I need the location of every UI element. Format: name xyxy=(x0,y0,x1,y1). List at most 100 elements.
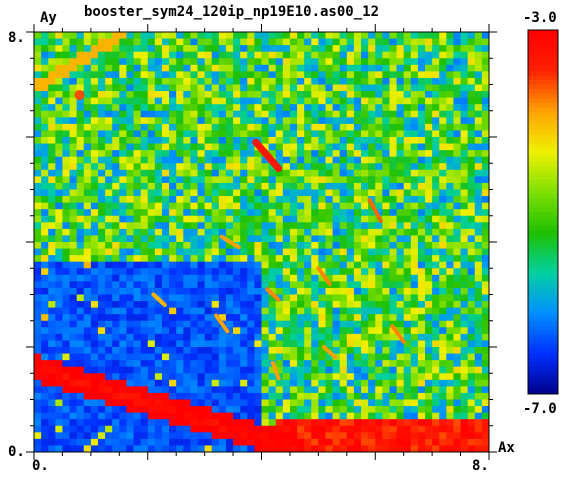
heatmap-cell xyxy=(119,64,127,72)
heatmap-cell xyxy=(375,425,383,433)
heatmap-cell xyxy=(76,32,85,39)
heatmap-cell xyxy=(396,432,405,440)
heatmap-cell xyxy=(268,137,277,144)
heatmap-cell xyxy=(375,71,383,79)
heatmap-cell xyxy=(353,58,362,66)
heatmap-cell xyxy=(261,301,270,309)
heatmap-cell xyxy=(425,425,433,433)
heatmap-cell xyxy=(190,406,198,414)
heatmap-cell xyxy=(147,97,156,105)
heatmap-cell xyxy=(147,406,156,414)
heatmap-cell xyxy=(176,419,184,427)
heatmap-cell xyxy=(225,392,234,400)
heatmap-cell xyxy=(346,327,355,335)
heatmap-cell xyxy=(41,117,49,125)
heatmap-cell xyxy=(183,196,191,204)
heatmap-cell xyxy=(169,84,177,92)
heatmap-cell xyxy=(190,327,198,335)
heatmap-cell xyxy=(183,104,191,112)
heatmap-cell xyxy=(275,333,284,341)
heatmap-cell xyxy=(254,228,262,236)
heatmap-cell xyxy=(389,77,397,85)
heatmap-cell xyxy=(218,104,227,112)
heatmap-cell xyxy=(176,379,184,387)
heatmap-cell xyxy=(133,71,142,79)
heatmap-cell xyxy=(105,301,113,309)
heatmap-cell xyxy=(311,215,319,223)
heatmap-cell xyxy=(90,32,99,39)
heatmap-cell xyxy=(339,412,348,420)
heatmap-cell xyxy=(140,130,149,138)
heatmap-cell xyxy=(396,104,405,112)
heatmap-cell xyxy=(474,399,483,407)
heatmap-cell xyxy=(410,51,419,59)
heatmap-cell xyxy=(62,379,70,387)
heatmap-cell xyxy=(446,104,454,112)
heatmap-cell xyxy=(233,268,241,276)
heatmap-cell xyxy=(161,399,170,407)
heatmap-cell xyxy=(346,32,355,39)
heatmap-cell xyxy=(467,399,476,407)
heatmap-cell xyxy=(119,150,127,158)
heatmap-cell xyxy=(332,425,341,433)
heatmap-cell xyxy=(105,294,113,302)
heatmap-cell xyxy=(147,202,156,210)
heatmap-cell xyxy=(62,412,70,420)
heatmap-cell xyxy=(425,307,433,315)
heatmap-cell xyxy=(368,110,376,118)
heatmap-cell xyxy=(318,189,326,197)
heatmap-cell xyxy=(289,373,298,381)
heatmap-cell xyxy=(105,386,113,394)
heatmap-cell xyxy=(76,51,85,59)
heatmap-cell xyxy=(126,294,134,302)
heatmap-cell xyxy=(126,130,134,138)
heatmap-cell xyxy=(311,314,319,322)
heatmap-cell xyxy=(112,255,120,263)
heatmap-cell xyxy=(346,228,355,236)
heatmap-cell xyxy=(375,268,383,276)
heatmap-cell xyxy=(247,97,255,105)
heatmap-cell xyxy=(225,301,234,309)
heatmap-cell xyxy=(474,438,483,446)
heatmap-cell xyxy=(218,360,227,368)
heatmap-cell xyxy=(467,235,476,243)
heatmap-cell xyxy=(119,412,127,420)
heatmap-cell xyxy=(233,104,241,112)
heatmap-cell xyxy=(176,235,184,243)
heatmap-cell xyxy=(311,386,319,394)
heatmap-cell xyxy=(446,176,454,184)
heatmap-cell xyxy=(467,130,476,138)
heatmap-cell xyxy=(297,189,305,197)
heatmap-cell xyxy=(368,392,376,400)
heatmap-cell xyxy=(76,38,85,46)
heatmap-cell xyxy=(275,71,284,79)
heatmap-cell xyxy=(275,307,284,315)
heatmap-cell xyxy=(41,45,49,53)
heatmap-cell xyxy=(190,169,198,177)
heatmap-cell xyxy=(481,340,490,348)
heatmap-cell xyxy=(460,307,469,315)
heatmap-cell xyxy=(453,386,461,394)
heatmap-cell xyxy=(176,196,184,204)
heatmap-cell xyxy=(403,301,412,309)
heatmap-cell xyxy=(190,209,198,217)
heatmap-cell xyxy=(161,314,170,322)
heatmap-cell xyxy=(304,399,312,407)
heatmap-cell xyxy=(69,182,78,190)
heatmap-cell xyxy=(389,287,397,295)
heatmap-cell xyxy=(361,156,369,164)
heatmap-cell xyxy=(346,379,355,387)
heatmap-cell xyxy=(375,97,383,105)
heatmap-cell xyxy=(55,314,63,322)
heatmap-cell xyxy=(432,137,440,144)
heatmap-cell xyxy=(69,189,78,197)
heatmap-cell xyxy=(311,156,319,164)
heatmap-cell xyxy=(432,104,440,112)
heatmap-cell xyxy=(297,77,305,85)
heatmap-cell xyxy=(268,248,277,256)
heatmap-cell xyxy=(396,196,405,204)
heatmap-cell xyxy=(161,209,170,217)
heatmap-cell xyxy=(389,189,397,197)
heatmap-cell xyxy=(97,156,106,164)
heatmap-cell xyxy=(161,45,170,53)
